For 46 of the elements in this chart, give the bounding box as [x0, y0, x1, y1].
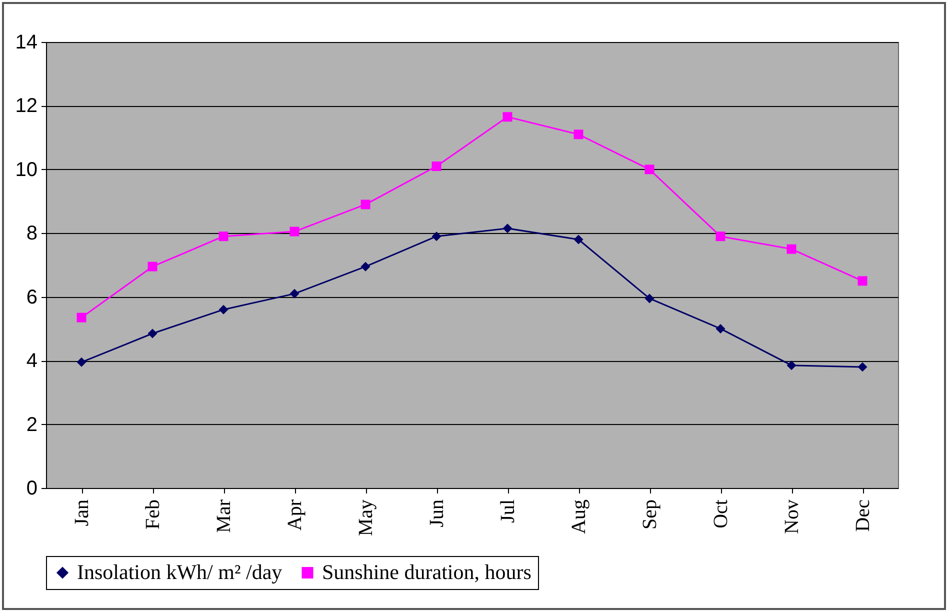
- point: [218, 304, 228, 314]
- x-tick-label: Jan: [71, 500, 93, 526]
- point: [644, 294, 654, 304]
- point: [574, 130, 584, 140]
- y-tick-label: 4: [26, 350, 38, 372]
- point: [432, 232, 442, 242]
- point: [218, 232, 228, 242]
- y-tick-label: 10: [15, 158, 38, 181]
- x-tick-label: Jun: [426, 500, 448, 528]
- point: [502, 112, 512, 122]
- point: [148, 328, 158, 338]
- x-tick-label: Sep: [639, 500, 661, 530]
- point: [360, 262, 370, 272]
- x-tick-label: Apr: [284, 499, 306, 531]
- y-tick-label: 0: [26, 478, 38, 500]
- y-tick-label: 2: [26, 414, 38, 436]
- point: [76, 357, 86, 367]
- point: [716, 232, 726, 242]
- point: [858, 362, 868, 372]
- x-tick-label: Mar: [213, 499, 235, 533]
- y-tick-label: 14: [15, 32, 38, 54]
- point: [148, 262, 158, 272]
- point: [786, 244, 796, 254]
- point: [858, 276, 868, 286]
- point: [290, 288, 300, 298]
- point: [644, 164, 654, 174]
- point: [786, 360, 796, 370]
- point: [716, 324, 726, 334]
- x-tick-label: Aug: [568, 500, 590, 534]
- y-tick-label: 6: [26, 286, 38, 308]
- point: [574, 234, 584, 244]
- point: [76, 312, 86, 322]
- x-tick-label: May: [355, 500, 377, 536]
- x-tick-label: Nov: [781, 500, 803, 534]
- legend-label: Insolation kWh/ m² /day: [77, 560, 283, 584]
- x-tick-label: Jul: [497, 499, 519, 523]
- point: [360, 200, 370, 210]
- x-tick-label: Oct: [710, 499, 732, 528]
- y-tick-label: 8: [26, 222, 38, 245]
- point: [432, 162, 442, 171]
- x-tick-label: Feb: [142, 500, 164, 530]
- legend-label: Sunshine duration, hours: [322, 560, 532, 584]
- y-tick-label: 12: [15, 95, 38, 118]
- x-tick-label: Dec: [852, 499, 874, 532]
- point: [290, 226, 300, 236]
- point: [502, 224, 512, 234]
